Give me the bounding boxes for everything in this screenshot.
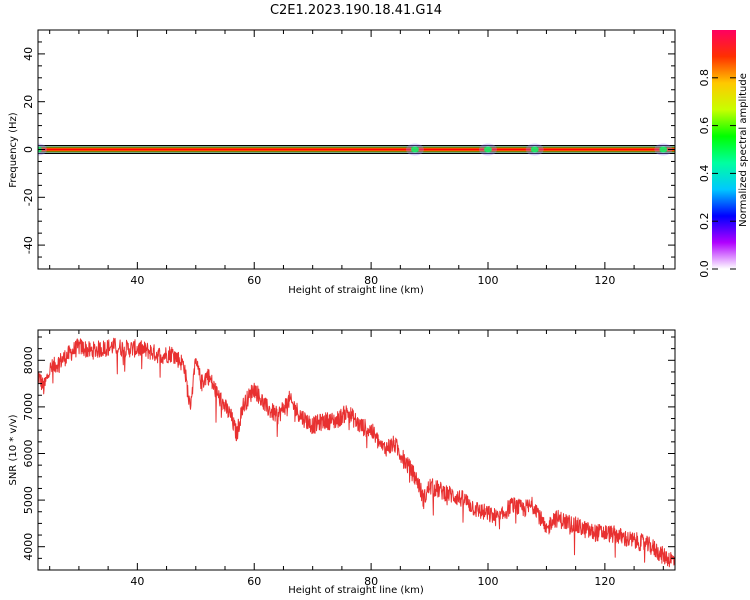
spectrogram-ytick-label: 20 bbox=[22, 95, 35, 109]
spectrogram-y-axis-label: Frequency (Hz) bbox=[8, 112, 19, 188]
snr-ytick-label: 5000 bbox=[22, 486, 35, 514]
snr-ytick-label: 6000 bbox=[22, 439, 35, 467]
spectrogram-xtick-label: 60 bbox=[247, 274, 261, 287]
snr-ytick-label: 7000 bbox=[22, 393, 35, 421]
snr-xtick-label: 120 bbox=[594, 575, 615, 588]
spectrogram-xtick-label: 120 bbox=[594, 274, 615, 287]
spectrogram-xtick-label: 100 bbox=[477, 274, 498, 287]
spectrogram-x-ticks: 40 60 80 100 120 bbox=[49, 30, 664, 287]
snr-xtick-label: 80 bbox=[364, 575, 378, 588]
colorbar: 0.0 0.2 0.4 0.6 0.8 Normalized spectral ampl… bbox=[698, 30, 749, 278]
snr-y-ticks: 4000 5000 6000 7000 8000 bbox=[22, 336, 675, 571]
colorbar-label: Normalized spectral amplitude bbox=[738, 73, 749, 227]
snr-ytick-label: 8000 bbox=[22, 346, 35, 374]
spectrogram-ytick-label: -20 bbox=[22, 188, 35, 206]
spectrogram-plot-area bbox=[38, 143, 675, 156]
colorbar-tick-label: 0.2 bbox=[698, 212, 711, 230]
snr-frame bbox=[37, 329, 676, 571]
colorbar-tick-label: 0.0 bbox=[698, 260, 711, 278]
colorbar-tick-label: 0.6 bbox=[698, 117, 711, 135]
figure-title: C2E1.2023.190.18.41.G14 bbox=[270, 3, 442, 18]
spectrogram-panel: 40 60 80 100 120 -40 -20 0 20 40 Height of strai… bbox=[8, 29, 676, 296]
spectrogram-xtick-label: 80 bbox=[364, 274, 378, 287]
colorbar-ticks: 0.0 0.2 0.4 0.6 0.8 bbox=[698, 69, 736, 278]
spectrogram-ytick-label: 0 bbox=[22, 146, 35, 153]
spectrogram-ytick-label: -40 bbox=[22, 236, 35, 254]
snr-panel: 40 60 80 100 120 4000 5000 6000 7000 8000 Height… bbox=[8, 329, 676, 596]
snr-x-ticks: 40 60 80 100 120 bbox=[49, 330, 664, 588]
spectrogram-blob-core bbox=[483, 146, 492, 153]
colorbar-gradient bbox=[712, 30, 736, 269]
spectrogram-blob-core bbox=[530, 146, 539, 153]
snr-x-axis-label: Height of straight line (km) bbox=[288, 585, 424, 596]
snr-xtick-label: 100 bbox=[477, 575, 498, 588]
spectrogram-ytick-label: 40 bbox=[22, 47, 35, 61]
spectrogram-x-axis-label: Height of straight line (km) bbox=[288, 285, 424, 296]
snr-ytick-label: 4000 bbox=[22, 533, 35, 561]
colorbar-tick-label: 0.4 bbox=[698, 165, 711, 183]
snr-xtick-label: 60 bbox=[247, 575, 261, 588]
snr-series-line bbox=[38, 337, 675, 568]
spectrogram-blob-core bbox=[410, 146, 419, 153]
snr-xtick-label: 40 bbox=[130, 575, 144, 588]
snr-y-axis-label: SNR (10 * v/v) bbox=[8, 414, 19, 485]
spectrogram-blob-core bbox=[659, 146, 668, 153]
spectrogram-xtick-label: 40 bbox=[130, 274, 144, 287]
colorbar-tick-label: 0.8 bbox=[698, 69, 711, 87]
spectrogram-band-core bbox=[38, 148, 675, 151]
spectrogram-y-ticks: -40 -20 0 20 40 bbox=[22, 29, 675, 270]
